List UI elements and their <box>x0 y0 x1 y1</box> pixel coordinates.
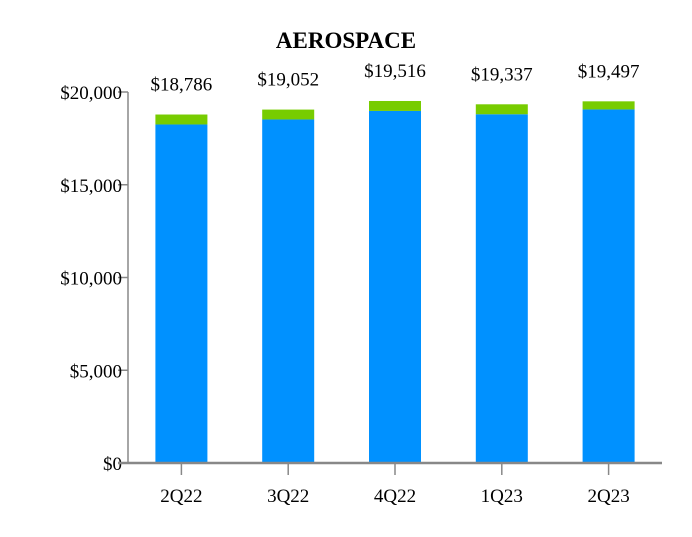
y-tick-label: $15,000 <box>60 176 122 197</box>
bar-segment-green <box>475 104 528 115</box>
bar-segment-blue <box>155 124 208 464</box>
bar-segment-blue <box>262 119 315 463</box>
x-tick-label: 1Q23 <box>481 486 523 507</box>
total-label: $19,497 <box>578 61 640 82</box>
bar-segment-green <box>582 101 635 110</box>
total-label: $19,337 <box>471 64 533 85</box>
bar-segment-green <box>369 100 421 111</box>
bar-segment-blue <box>369 110 421 464</box>
bar-segment-green <box>262 109 315 120</box>
y-tick-label: $5,000 <box>70 361 122 382</box>
x-tick-label: 4Q22 <box>374 486 416 507</box>
x-tick-label: 2Q22 <box>160 486 202 507</box>
x-tick-label: 3Q22 <box>267 486 309 507</box>
chart-title: AEROSPACE <box>276 28 416 53</box>
y-tick-label: $0 <box>103 454 122 475</box>
bar-segment-blue <box>582 109 635 463</box>
bar-segment-blue <box>475 114 528 463</box>
total-label: $19,052 <box>257 70 319 91</box>
total-label: $19,516 <box>364 61 426 82</box>
x-tick-label: 2Q23 <box>587 486 629 507</box>
y-tick-label: $20,000 <box>60 83 122 104</box>
total-label: $18,786 <box>151 75 213 96</box>
bar-segment-green <box>155 114 208 125</box>
y-tick-label: $10,000 <box>60 269 122 290</box>
